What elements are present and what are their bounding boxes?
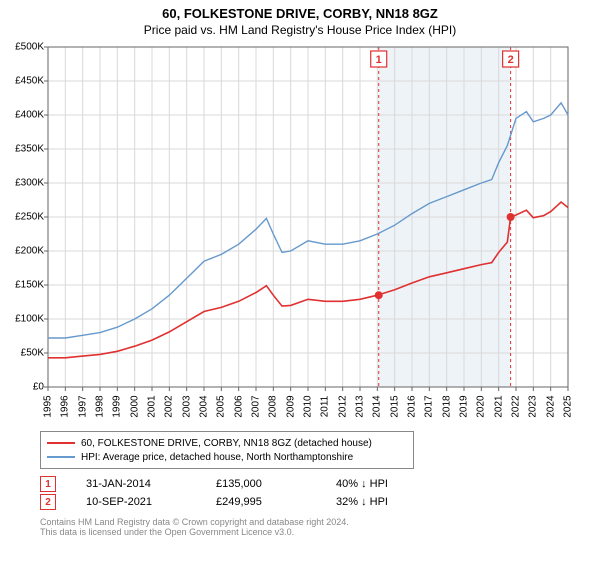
x-axis-label: 2015 xyxy=(389,395,400,417)
trade-list: 1 31-JAN-2014 £135,000 40% ↓ HPI 2 10-SEP-202… xyxy=(40,475,600,511)
y-axis-label: £350K xyxy=(6,144,44,155)
x-axis-label: 2024 xyxy=(545,395,556,417)
x-axis-label: 2020 xyxy=(476,395,487,417)
y-axis-label: £0 xyxy=(6,382,44,393)
x-axis-label: 2008 xyxy=(268,395,279,417)
y-axis-label: £450K xyxy=(6,76,44,87)
footer-line-1: Contains HM Land Registry data © Crown c… xyxy=(40,517,600,527)
footer-attribution: Contains HM Land Registry data © Crown c… xyxy=(40,517,600,537)
x-axis-label: 2009 xyxy=(285,395,296,417)
legend-swatch xyxy=(47,442,75,444)
x-axis-label: 2002 xyxy=(164,395,175,417)
x-axis-label: 2022 xyxy=(511,395,522,417)
footer-line-2: This data is licensed under the Open Gov… xyxy=(40,527,600,537)
x-axis-label: 2001 xyxy=(147,395,158,417)
x-axis-label: 2025 xyxy=(563,395,574,417)
y-axis-label: £150K xyxy=(6,280,44,291)
trade-number-box: 2 xyxy=(40,494,56,510)
y-axis-label: £500K xyxy=(6,42,44,53)
trade-price: £135,000 xyxy=(216,478,306,490)
chart-area: 1 2 £0 £50K £100K £150K £200K £250K £300K £350K £… xyxy=(6,43,571,423)
x-axis-label: 2000 xyxy=(129,395,140,417)
y-axis-label: £250K xyxy=(6,212,44,223)
line-chart-svg: 12 xyxy=(6,43,572,427)
trade-price: £249,995 xyxy=(216,496,306,508)
x-axis-label: 1995 xyxy=(43,395,54,417)
y-axis-label: £100K xyxy=(6,314,44,325)
x-axis-label: 1997 xyxy=(77,395,88,417)
x-axis-label: 2006 xyxy=(233,395,244,417)
x-axis-label: 1998 xyxy=(95,395,106,417)
x-axis-label: 2017 xyxy=(424,395,435,417)
x-axis-label: 2023 xyxy=(528,395,539,417)
trade-date: 31-JAN-2014 xyxy=(86,478,186,490)
legend-row: 60, FOLKESTONE DRIVE, CORBY, NN18 8GZ (d… xyxy=(47,436,407,450)
legend-label: HPI: Average price, detached house, Nort… xyxy=(81,452,353,463)
trade-row: 1 31-JAN-2014 £135,000 40% ↓ HPI xyxy=(40,475,600,493)
x-axis-label: 2007 xyxy=(251,395,262,417)
page-subtitle: Price paid vs. HM Land Registry's House … xyxy=(0,23,600,37)
legend-box: 60, FOLKESTONE DRIVE, CORBY, NN18 8GZ (d… xyxy=(40,431,414,469)
x-axis-label: 2011 xyxy=(320,396,331,418)
x-axis-label: 2021 xyxy=(493,395,504,417)
x-axis-label: 1999 xyxy=(112,395,123,417)
svg-text:1: 1 xyxy=(376,54,382,66)
trade-number-box: 1 xyxy=(40,476,56,492)
x-axis-label: 2010 xyxy=(303,395,314,417)
x-axis-label: 2012 xyxy=(337,395,348,417)
y-axis-label: £200K xyxy=(6,246,44,257)
x-axis-label: 2016 xyxy=(407,395,418,417)
x-axis-label: 2003 xyxy=(181,395,192,417)
trade-delta: 40% ↓ HPI xyxy=(336,478,388,490)
x-axis-label: 2014 xyxy=(372,395,383,417)
y-axis-label: £400K xyxy=(6,110,44,121)
legend-row: HPI: Average price, detached house, Nort… xyxy=(47,450,407,464)
y-axis-label: £300K xyxy=(6,178,44,189)
svg-text:2: 2 xyxy=(508,54,514,66)
x-axis-label: 2018 xyxy=(441,395,452,417)
trade-row: 2 10-SEP-2021 £249,995 32% ↓ HPI xyxy=(40,493,600,511)
y-axis-label: £50K xyxy=(6,348,44,359)
x-axis-label: 2019 xyxy=(459,395,470,417)
trade-date: 10-SEP-2021 xyxy=(86,496,186,508)
trade-delta: 32% ↓ HPI xyxy=(336,496,388,508)
page-title: 60, FOLKESTONE DRIVE, CORBY, NN18 8GZ xyxy=(0,6,600,21)
legend-label: 60, FOLKESTONE DRIVE, CORBY, NN18 8GZ (d… xyxy=(81,438,372,449)
x-axis-label: 2004 xyxy=(199,395,210,417)
x-axis-label: 1996 xyxy=(60,395,71,417)
x-axis-label: 2013 xyxy=(355,395,366,417)
legend-swatch xyxy=(47,456,75,458)
x-axis-label: 2005 xyxy=(216,395,227,417)
